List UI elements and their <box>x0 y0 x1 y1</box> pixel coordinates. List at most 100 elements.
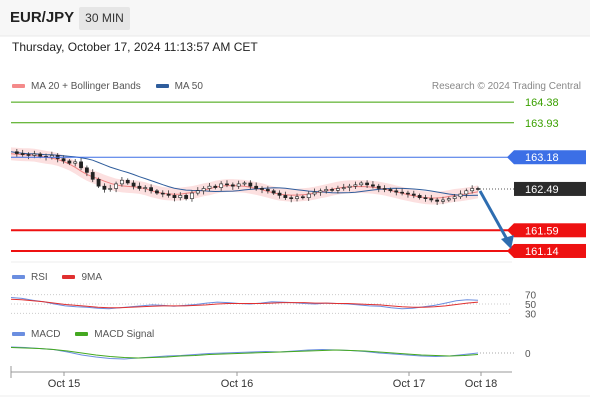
macd-tick-label: 0 <box>525 349 531 360</box>
level-tag-support <box>514 243 586 258</box>
candle-body <box>452 196 457 199</box>
candle-body <box>108 188 113 190</box>
rsi-legend: RSI 9MA <box>12 272 102 283</box>
rsi-ma-line <box>10 298 479 309</box>
candle-body <box>365 182 369 186</box>
candle-body <box>388 189 393 192</box>
level-label-target: 164.38 <box>525 97 559 109</box>
rsi-tick-label: 50 <box>525 300 537 311</box>
x-tick-label: Oct 16 <box>221 378 253 390</box>
candle-body <box>330 189 334 191</box>
macd-legend: MACD MACD Signal <box>12 329 154 340</box>
candle-body <box>318 190 323 193</box>
main-legend: MA 20 + Bollinger Bands MA 50 <box>12 81 203 92</box>
candle-body <box>248 182 253 187</box>
candle-body <box>260 188 264 190</box>
candle-body <box>125 179 130 184</box>
bollinger-band <box>11 147 478 205</box>
forecast-arrow-head <box>501 234 514 249</box>
x-tick-label: Oct 15 <box>48 378 80 390</box>
current-price-label: 162.49 <box>525 184 559 196</box>
candle-body <box>166 193 171 196</box>
candle-body <box>324 189 329 192</box>
candle-body <box>406 192 410 195</box>
x-tick-label: Oct 18 <box>465 378 497 390</box>
candle-body <box>265 189 270 192</box>
candle-body <box>184 195 189 199</box>
candle-body <box>213 185 218 188</box>
legend-rsi-ma: 9MA <box>81 272 103 283</box>
candle-body <box>300 196 305 199</box>
macd-swatch <box>12 332 25 337</box>
legend-ma50: MA 50 <box>174 81 203 92</box>
candle-body <box>295 196 299 199</box>
candle-body <box>394 190 399 193</box>
candle-body <box>306 193 311 198</box>
candle-body <box>79 161 83 169</box>
candle-body <box>423 197 428 199</box>
candle-body <box>254 185 259 189</box>
candle-body <box>190 192 194 199</box>
candle-body <box>429 198 434 201</box>
candle-body <box>155 190 159 194</box>
candle-body <box>464 190 469 195</box>
level-label-pivot: 163.18 <box>525 152 559 164</box>
macd-signal-line <box>10 347 479 359</box>
candle-body <box>470 188 475 192</box>
forecast-arrow-shaft <box>478 190 511 244</box>
candle-body <box>417 195 422 198</box>
x-tick-label: Oct 17 <box>393 378 425 390</box>
candle-body <box>435 199 440 202</box>
candle-body <box>32 153 37 156</box>
candle-body <box>137 185 142 189</box>
candle-body <box>353 184 358 187</box>
candle-body <box>38 153 43 157</box>
ma20-line <box>10 153 479 199</box>
candle-body <box>441 199 445 202</box>
candle-body <box>84 167 89 173</box>
candle-body <box>359 182 364 186</box>
candle-body <box>347 185 352 188</box>
candle-body <box>382 188 387 190</box>
candle-body <box>61 158 66 162</box>
current-price-tag <box>514 181 586 196</box>
level-label-target: 163.93 <box>525 118 559 130</box>
macd-signal-swatch <box>75 332 89 337</box>
timeframe-button[interactable]: 30 MIN <box>79 7 130 30</box>
candle-body <box>143 187 148 189</box>
candle-body <box>201 188 206 192</box>
level-tag-pivot <box>514 150 586 165</box>
candle-body <box>26 154 31 156</box>
candle-body <box>341 187 346 189</box>
candle-body <box>277 192 282 196</box>
candle-body <box>120 179 124 185</box>
candle-body <box>195 190 200 194</box>
legend-rsi: RSI <box>31 272 48 283</box>
credit-text: Research © 2024 Trading Central <box>431 81 581 92</box>
level-label-support: 161.59 <box>525 225 559 237</box>
candle-body <box>271 190 276 194</box>
candle-body <box>67 160 72 164</box>
candle-body <box>96 178 101 187</box>
candle-body <box>230 184 235 187</box>
level-tag-notch <box>507 243 514 258</box>
candle-body <box>225 183 229 186</box>
candle-body <box>371 184 375 187</box>
candle-body <box>236 183 241 187</box>
candle-body <box>90 172 95 180</box>
candle-body <box>207 185 212 189</box>
candle-body <box>283 195 288 198</box>
candle-body <box>335 188 340 191</box>
level-tag-support <box>514 223 586 238</box>
candle-body <box>376 185 381 189</box>
header-bar: EUR/JPY 30 MIN <box>0 0 590 36</box>
symbol-title: EUR/JPY <box>10 9 75 26</box>
ma50-line <box>10 151 479 197</box>
bollinger-swatch <box>12 84 25 89</box>
level-label-support: 161.14 <box>525 246 559 258</box>
legend-macd: MACD <box>31 329 61 340</box>
candle-body <box>242 182 247 185</box>
candle-body <box>446 198 451 201</box>
rsi-ma-swatch <box>62 275 76 280</box>
